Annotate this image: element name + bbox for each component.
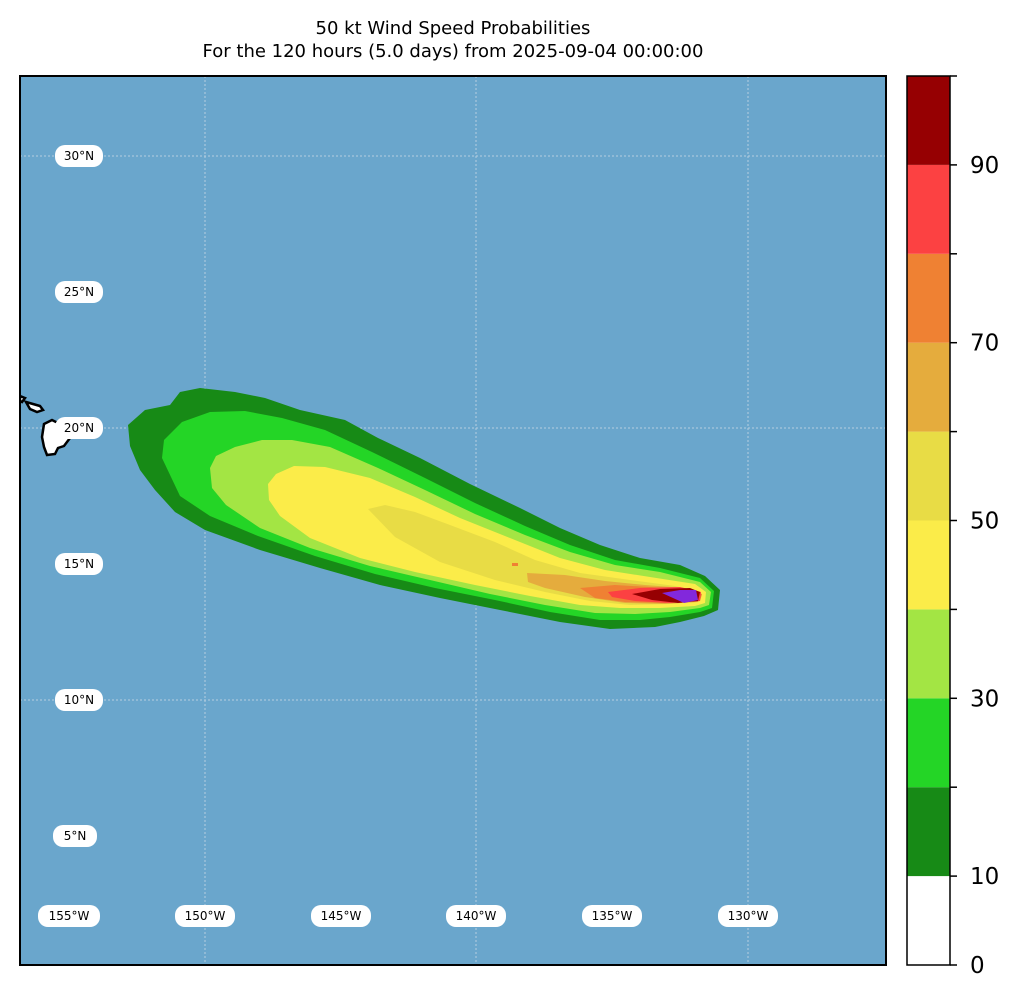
svg-text:150°W: 150°W xyxy=(185,909,226,923)
colorbar-segment-20 xyxy=(907,698,950,788)
colorbar-tick-label-0: 0 xyxy=(970,953,985,979)
island-maui xyxy=(23,399,46,414)
colorbar-segment-0 xyxy=(907,876,950,965)
colorbar-tick-label-70: 70 xyxy=(970,331,999,357)
svg-text:5°N: 5°N xyxy=(64,829,87,843)
island-molokai xyxy=(20,394,27,404)
colorbar-segment-30 xyxy=(907,609,950,699)
prob-band-30-40 xyxy=(268,466,706,608)
svg-text:145°W: 145°W xyxy=(321,909,362,923)
lon-label-145: 145°W xyxy=(311,905,371,927)
colorbar-tick-label-90: 90 xyxy=(970,153,999,179)
prob-band-90-100 xyxy=(662,590,698,603)
svg-text:10°N: 10°N xyxy=(64,693,94,707)
colorbar-segment-70 xyxy=(907,253,950,343)
svg-text:140°W: 140°W xyxy=(456,909,497,923)
svg-text:30°N: 30°N xyxy=(64,149,94,163)
colorbar: 0 10 30 50 70 90 xyxy=(906,75,999,979)
svg-text:15°N: 15°N xyxy=(64,557,94,571)
colorbar-tick-label-30: 30 xyxy=(970,686,999,712)
lon-label-130: 130°W xyxy=(718,905,778,927)
lon-label-150: 150°W xyxy=(175,905,235,927)
title-line-2: For the 120 hours (5.0 days) from 2025-0… xyxy=(202,41,704,62)
lat-label-20: 20°N xyxy=(55,417,103,439)
lon-label-135: 135°W xyxy=(582,905,642,927)
longitude-labels: 155°W 150°W 145°W 140°W 135°W 130°W xyxy=(38,905,778,927)
svg-text:20°N: 20°N xyxy=(64,421,94,435)
colorbar-segment-40 xyxy=(907,520,950,610)
lat-label-30: 30°N xyxy=(55,145,103,167)
colorbar-segment-50 xyxy=(907,431,950,521)
lon-label-155: 155°W xyxy=(38,905,100,927)
svg-text:135°W: 135°W xyxy=(592,909,633,923)
lat-label-15: 15°N xyxy=(55,553,103,575)
title-line-1: 50 kt Wind Speed Probabilities xyxy=(315,18,591,39)
svg-text:25°N: 25°N xyxy=(64,285,94,299)
prob-speck xyxy=(512,563,518,566)
lat-label-5: 5°N xyxy=(53,825,97,847)
colorbar-tick-label-50: 50 xyxy=(970,509,999,535)
lon-label-140: 140°W xyxy=(446,905,506,927)
prob-band-40-50 xyxy=(368,505,700,605)
colorbar-tick-label-10: 10 xyxy=(970,864,999,890)
colorbar-segment-90 xyxy=(907,76,950,165)
map-frame xyxy=(19,75,887,966)
lat-label-10: 10°N xyxy=(55,689,103,711)
svg-text:130°W: 130°W xyxy=(728,909,769,923)
colorbar-segment-10 xyxy=(907,787,950,877)
lat-label-25: 25°N xyxy=(55,281,103,303)
colorbar-segment-80 xyxy=(907,164,950,254)
colorbar-segment-60 xyxy=(907,342,950,432)
svg-text:155°W: 155°W xyxy=(49,909,90,923)
probability-contours xyxy=(128,388,720,629)
latitude-labels: 30°N 25°N 20°N 15°N 10°N 5°N xyxy=(53,145,103,847)
